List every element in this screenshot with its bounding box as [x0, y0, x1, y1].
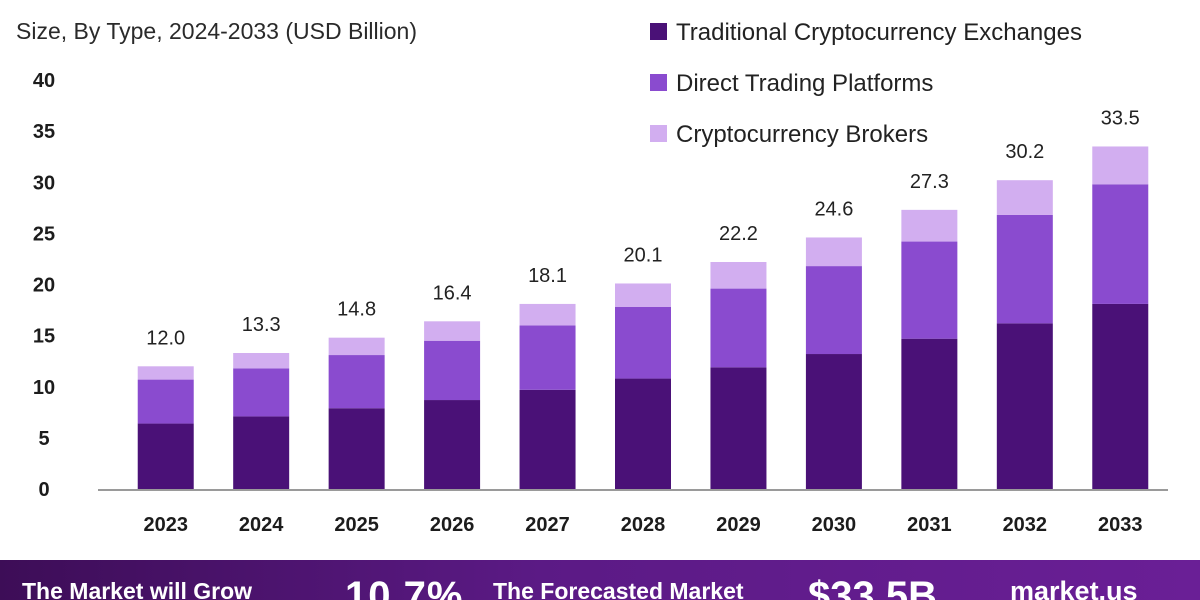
y-tick-label: 10	[33, 377, 55, 399]
stacked-bar-chart: Size, By Type, 2024-2033 (USD Billion) 0 5…	[16, 18, 1168, 536]
y-tick-label: 40	[33, 70, 55, 92]
bar-segment-2	[710, 288, 767, 368]
bar-total-label: 30.2	[1005, 141, 1044, 163]
bar-segment-2	[901, 241, 958, 339]
footer-brand: market.us	[1010, 576, 1138, 600]
bar-segment-1	[137, 423, 194, 489]
bar-segment-3	[328, 337, 385, 356]
bar-total-label: 22.2	[719, 223, 758, 245]
bar-total-label: 24.6	[814, 198, 853, 220]
x-tick-label: 2030	[812, 514, 857, 536]
bar-segment-1	[805, 354, 862, 489]
y-tick-label: 15	[33, 326, 55, 348]
y-tick-label: 0	[38, 479, 49, 501]
y-tick-label: 35	[33, 121, 55, 143]
x-tick-label: 2025	[334, 514, 379, 536]
x-tick-label: 2028	[621, 514, 666, 536]
bar-total-label: 18.1	[528, 265, 567, 287]
chart-subtitle: Size, By Type, 2024-2033 (USD Billion)	[16, 18, 417, 44]
bar-total-label: 33.5	[1101, 107, 1140, 129]
x-tick-label: 2027	[525, 514, 570, 536]
bar-total-label: 27.3	[910, 171, 949, 193]
x-tick-label: 2029	[716, 514, 761, 536]
bar-segment-3	[233, 353, 290, 369]
bar-total-label: 20.1	[624, 244, 663, 266]
y-tick-label: 5	[38, 428, 49, 450]
bar-segment-2	[328, 355, 385, 409]
x-tick-label: 2026	[430, 514, 475, 536]
bar-segment-3	[805, 237, 862, 267]
bar-segment-3	[519, 303, 576, 326]
y-tick-label: 30	[33, 172, 55, 194]
bar-segment-1	[519, 389, 576, 489]
bar-segment-3	[137, 366, 194, 380]
bar-total-label: 13.3	[242, 314, 281, 336]
bar-segment-1	[424, 400, 481, 489]
bar-segment-1	[710, 367, 767, 489]
x-tick-label: 2032	[1003, 514, 1048, 536]
x-tick-label: 2024	[239, 514, 284, 536]
legend-label-3: Cryptocurrency Brokers	[676, 121, 928, 148]
bar-segment-2	[137, 379, 194, 424]
footer-banner: The Market will Grow 10.7% The Forecaste…	[0, 560, 1200, 600]
x-tick-label: 2023	[143, 514, 188, 536]
bar-total-label: 14.8	[337, 299, 376, 321]
bar-segment-1	[996, 323, 1053, 489]
bar-total-label: 16.4	[433, 282, 472, 304]
chart-area: Size, By Type, 2024-2033 (USD Billion) 0 5…	[16, 18, 1168, 536]
bar-segment-2	[996, 214, 1053, 324]
footer-growth-label: The Market will Grow	[22, 578, 253, 600]
y-tick-label: 25	[33, 223, 55, 245]
legend-label-1: Traditional Cryptocurrency Exchanges	[676, 19, 1082, 46]
bar-segment-3	[710, 262, 767, 289]
bar-segment-1	[1092, 303, 1149, 489]
footer-forecast-value: $33.5B	[808, 574, 937, 600]
bar-segment-3	[424, 321, 481, 341]
footer-cagr-value: 10.7%	[345, 574, 464, 600]
bar-segment-1	[615, 378, 671, 489]
bar-segment-2	[1092, 184, 1149, 304]
bar-segment-3	[1092, 146, 1149, 185]
bar-segment-3	[996, 180, 1053, 215]
bar-segment-3	[615, 283, 671, 307]
x-tick-label: 2033	[1098, 514, 1143, 536]
bar-segment-2	[424, 340, 481, 401]
legend-swatch-2	[650, 74, 667, 91]
legend-label-2: Direct Trading Platforms	[676, 70, 933, 97]
bar-segment-1	[233, 416, 290, 489]
bar-segment-3	[901, 209, 958, 242]
bar-segment-2	[805, 266, 862, 355]
legend-swatch-1	[650, 23, 667, 40]
bar-segment-2	[615, 306, 671, 379]
footer-forecast-label: The Forecasted Market	[493, 578, 744, 600]
legend-swatch-3	[650, 125, 667, 142]
bar-segment-1	[328, 408, 385, 489]
x-tick-label: 2031	[907, 514, 952, 536]
bar-segment-2	[519, 325, 576, 390]
bar-total-label: 12.0	[146, 327, 185, 349]
y-tick-label: 20	[33, 275, 55, 297]
bar-segment-1	[901, 338, 958, 489]
bar-segment-2	[233, 368, 290, 417]
